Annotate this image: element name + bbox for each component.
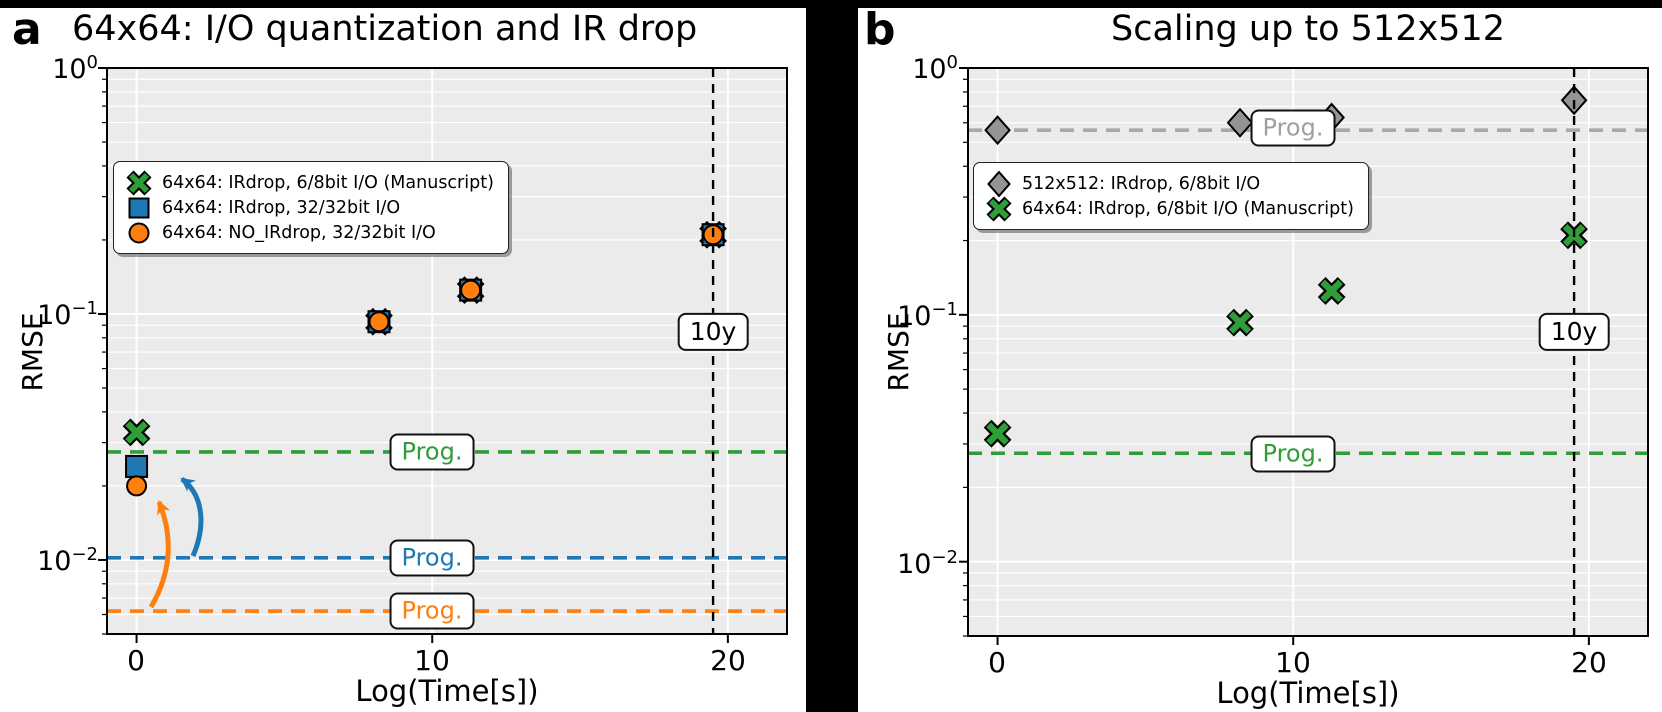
tick-exp: −1 [71,298,98,319]
x-marker-icon [986,195,1012,222]
tick-base: 10 [37,300,72,331]
x-tick-label: 20 [710,644,746,677]
rmse-axis-label-b: RMSE [882,312,915,392]
y-tick-label: 10−1 [18,298,98,331]
panel-b-title: Scaling up to 512x512 [1111,9,1505,49]
tick-base: 10 [897,549,932,580]
legend-item: 64x64: IRdrop, 6/8bit I/O (Manuscript) [984,195,1354,222]
panel-a-legend: 64x64: IRdrop, 6/8bit I/O (Manuscript) 6… [113,161,509,254]
tick-base: 10 [897,301,932,332]
x-tick-label: 10 [1275,646,1311,679]
time-axis-label-a: Log(Time[s]) [355,674,539,708]
ten-year-label-a: 10y [677,312,749,352]
x-tick-label: 0 [988,646,1006,679]
prog-label-blue-a: Prog. [389,539,475,577]
y-tick-label: 10−2 [878,547,958,580]
y-tick-label: 10−1 [878,299,958,332]
legend-label: 64x64: IRdrop, 32/32bit I/O [162,197,401,218]
x-tick-label: 20 [1571,646,1607,679]
tick-base: 10 [37,546,72,577]
panel-b-legend: 512x512: IRdrop, 6/8bit I/O 64x64: IRdro… [973,162,1369,230]
prog-label-orange-a: Prog. [389,592,475,630]
x-tick-label: 10 [414,644,450,677]
panel-b-corner-label: b [864,4,896,55]
panel-a-corner-label: a [12,4,42,55]
legend-item: 64x64: NO_IRdrop, 32/32bit I/O [124,220,494,245]
prog-label-gray-b: Prog. [1250,109,1336,147]
tick-exp: −1 [931,299,958,320]
x-tick-label: 0 [127,644,145,677]
panel-b-plot [959,67,1649,645]
y-tick-label: 100 [18,52,98,85]
tick-base: 10 [52,54,87,85]
top-border-bar [0,0,1662,8]
y-tick-label: 100 [878,52,958,85]
rmse-axis-label-a: RMSE [16,312,49,392]
tick-exp: −2 [931,547,958,568]
prog-label-green-a: Prog. [389,433,475,471]
tick-exp: 0 [946,52,958,73]
circle-marker-icon [128,222,150,243]
time-axis-label-b: Log(Time[s]) [1216,676,1400,710]
legend-item: 64x64: IRdrop, 6/8bit I/O (Manuscript) [124,169,494,196]
legend-label: 64x64: NO_IRdrop, 32/32bit I/O [162,222,436,243]
y-tick-label: 10−2 [18,544,98,577]
tick-base: 10 [912,54,947,85]
legend-item: 512x512: IRdrop, 6/8bit I/O [984,170,1354,197]
legend-label: 64x64: IRdrop, 6/8bit I/O (Manuscript) [1022,198,1354,219]
x-marker-icon [126,169,152,196]
legend-label: 64x64: IRdrop, 6/8bit I/O (Manuscript) [162,172,494,193]
prog-label-green-b: Prog. [1250,435,1336,473]
diamond-marker-icon [987,170,1011,197]
panel-a-title: 64x64: I/O quantization and IR drop [72,9,698,49]
ten-year-label-b: 10y [1538,312,1610,352]
tick-exp: −2 [71,544,98,565]
legend-item: 64x64: IRdrop, 32/32bit I/O [124,195,494,220]
square-marker-icon [128,197,150,218]
panel-divider-bar [806,0,858,712]
tick-exp: 0 [86,52,98,73]
legend-label: 512x512: IRdrop, 6/8bit I/O [1022,173,1261,194]
